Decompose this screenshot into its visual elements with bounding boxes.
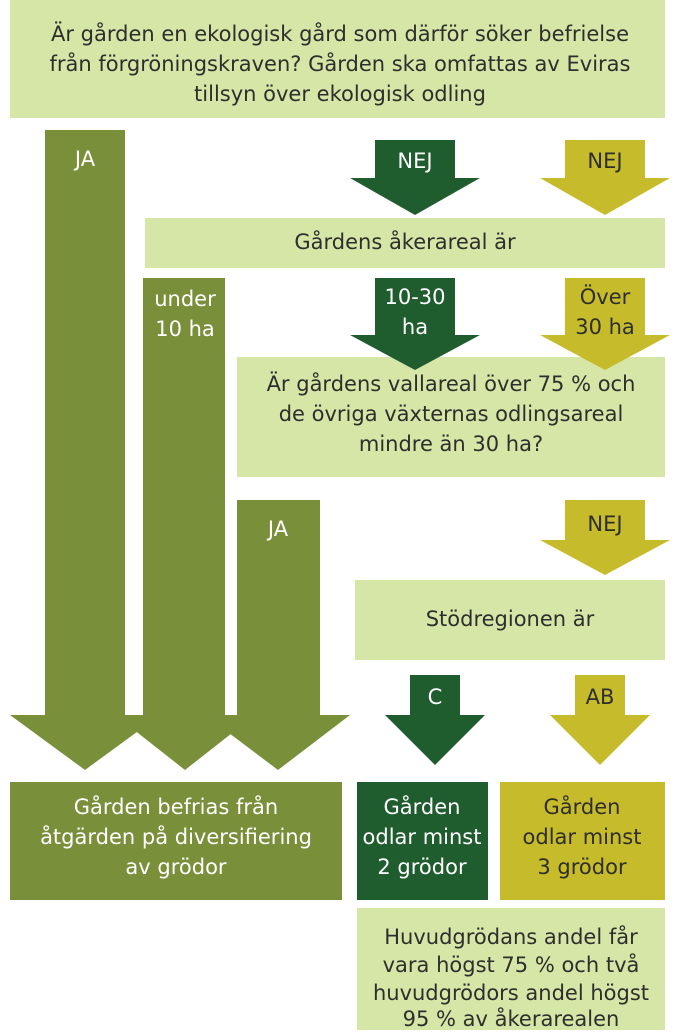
result-box <box>10 782 342 900</box>
arrow <box>10 130 160 770</box>
arrow-label: C <box>428 685 443 709</box>
box-text: 95 % av åkerarealen <box>403 1006 620 1031</box>
arrow <box>540 278 670 370</box>
arrow-label: NEJ <box>587 512 622 536</box>
arrow-label: NEJ <box>587 149 622 173</box>
arrow-label: ha <box>402 315 428 339</box>
box-text: Huvudgrödans andel får <box>384 924 638 949</box>
box-text: 2 grödor <box>377 855 467 879</box>
box-text: Är gården en ekologisk gård som därför s… <box>51 21 629 46</box>
question-box <box>10 0 665 118</box>
arrow <box>385 675 485 765</box>
arrow <box>540 140 670 215</box>
arrow-label: 10 ha <box>155 317 215 341</box>
box-text: Stödregionen är <box>426 607 595 631</box>
arrow <box>115 278 255 770</box>
box-text: Är gårdens vallareal över 75 % och <box>267 371 636 396</box>
result-box <box>500 782 665 900</box>
box-text: huvudgrödors andel högst <box>373 981 649 1005</box>
arrow-label: under <box>154 287 216 311</box>
arrow <box>205 500 350 770</box>
arrow-label: AB <box>586 685 615 709</box>
box-text: Gården <box>384 794 461 819</box>
box-text: åtgärden på diversifiering <box>40 824 312 849</box>
arrow-label: JA <box>73 147 96 171</box>
arrow <box>540 500 670 575</box>
arrow-label: 10-30 <box>384 285 445 309</box>
box-text: från förgröningskraven? Gården ska omfat… <box>50 51 631 76</box>
region-box <box>355 580 665 660</box>
box-text: de övriga växternas odlingsareal <box>279 402 624 426</box>
arrow-label: 30 ha <box>575 315 635 339</box>
arrow-label: Över <box>580 284 631 309</box>
note-box <box>357 908 665 1030</box>
area-box <box>145 218 665 268</box>
box-text: Gårdens åkerareal är <box>294 229 516 254</box>
box-text: vara högst 75 % och två <box>383 952 640 977</box>
arrow <box>550 675 650 765</box>
box-text: av grödor <box>125 855 227 879</box>
box-text: Gården <box>544 794 621 819</box>
box-text: 3 grödor <box>537 855 627 879</box>
box-text: mindre än 30 ha? <box>359 432 543 456</box>
box-text: odlar minst <box>523 825 642 849</box>
arrow-label: NEJ <box>397 149 432 173</box>
box-text: odlar minst <box>363 825 482 849</box>
result-box <box>357 782 488 900</box>
box-text: tillsyn över ekologisk odling <box>194 82 486 106</box>
arrow-label: JA <box>266 517 289 541</box>
arrow <box>350 278 480 370</box>
question-box <box>237 357 665 477</box>
arrow <box>350 140 480 215</box>
box-text: Gården befrias från <box>74 794 278 819</box>
